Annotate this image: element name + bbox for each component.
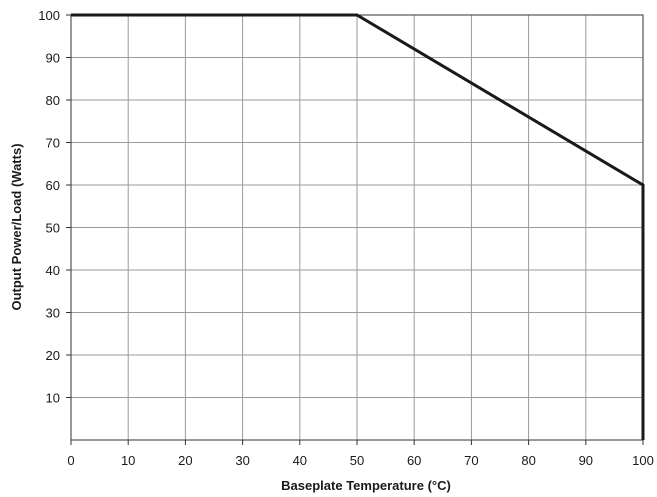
- y-tick-label-2: 30: [46, 306, 60, 321]
- plot-frame: [66, 14, 644, 445]
- x-tick-label-3: 30: [235, 453, 249, 468]
- x-tick-label-8: 80: [521, 453, 535, 468]
- x-tick-label-10: 100: [632, 453, 654, 468]
- grid-lines: [71, 15, 643, 440]
- y-tick-label-8: 90: [46, 51, 60, 66]
- y-tick-label-0: 10: [46, 391, 60, 406]
- y-tick-label-1: 20: [46, 348, 60, 363]
- x-tick-label-0: 0: [67, 453, 74, 468]
- y-tick-label-6: 70: [46, 136, 60, 151]
- y-tick-label-9: 100: [38, 8, 60, 23]
- x-tick-label-7: 70: [464, 453, 478, 468]
- x-tick-label-1: 10: [121, 453, 135, 468]
- x-axis-ticks: 0 10 20 30 40 50 60 70 80 90 100: [67, 453, 653, 468]
- y-tick-label-7: 80: [46, 93, 60, 108]
- data-series: [71, 13, 645, 440]
- y-axis-ticks: 10 20 30 40 50 60 70 80 90 100: [38, 8, 60, 406]
- x-tick-label-4: 40: [293, 453, 307, 468]
- y-axis-title: Output Power/Load (Watts): [9, 143, 24, 310]
- y-tick-label-3: 40: [46, 263, 60, 278]
- x-tick-label-2: 20: [178, 453, 192, 468]
- y-tick-label-4: 50: [46, 221, 60, 236]
- y-tick-label-5: 60: [46, 178, 60, 193]
- x-axis-title: Baseplate Temperature (°C): [281, 478, 451, 493]
- x-tick-label-5: 50: [350, 453, 364, 468]
- derating-curve-line: [71, 13, 645, 440]
- x-tick-label-9: 90: [579, 453, 593, 468]
- x-tick-label-6: 60: [407, 453, 421, 468]
